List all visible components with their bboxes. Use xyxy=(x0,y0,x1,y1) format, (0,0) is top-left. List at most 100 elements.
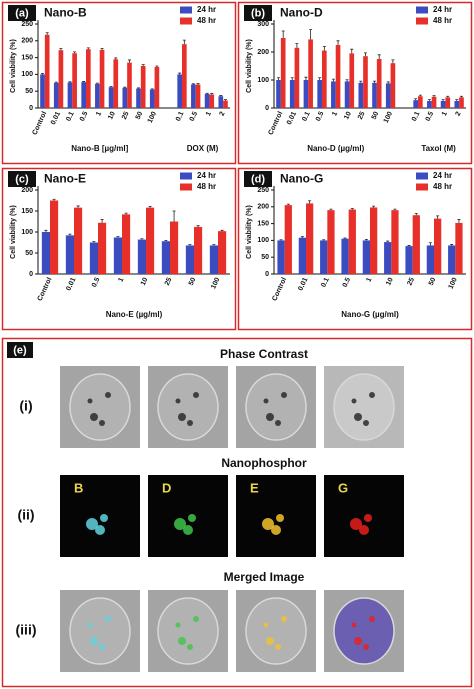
legend-swatch xyxy=(180,17,192,25)
bar xyxy=(280,38,286,108)
error-bar xyxy=(205,92,209,94)
y-tick-label: 0 xyxy=(265,105,269,112)
bar xyxy=(194,226,203,274)
y-tick-label: 0 xyxy=(29,271,33,278)
granule xyxy=(90,413,98,421)
legend-swatch xyxy=(180,172,192,180)
x-tick-label: 0.5 xyxy=(425,111,436,123)
panel-frame xyxy=(237,1,473,165)
error-bar xyxy=(359,80,363,83)
error-bar xyxy=(428,242,432,246)
panel-label: (d) xyxy=(251,173,265,185)
row-label: (ii) xyxy=(17,507,34,523)
x-group-label: Nano-B [µg/ml] xyxy=(71,144,128,153)
error-bar xyxy=(114,57,118,60)
panel-label-box xyxy=(8,171,36,187)
bar xyxy=(218,231,227,274)
cell xyxy=(245,597,307,665)
row-title: Phase Contrast xyxy=(220,347,308,361)
phosphor-spot xyxy=(174,518,186,530)
granule xyxy=(266,413,274,421)
granule xyxy=(266,637,274,645)
error-bar xyxy=(127,59,131,63)
error-bar xyxy=(137,87,141,89)
error-bar xyxy=(286,203,290,206)
bar xyxy=(89,242,98,274)
cell xyxy=(157,597,219,665)
granule xyxy=(369,616,375,622)
bar xyxy=(53,82,59,108)
granule xyxy=(351,398,357,404)
bar xyxy=(412,215,420,274)
error-bar xyxy=(432,95,436,97)
y-tick-label: 200 xyxy=(257,204,269,211)
error-bar xyxy=(196,225,200,227)
bar xyxy=(41,232,50,274)
phosphor-spot xyxy=(271,525,281,535)
x-tick-label: 1 xyxy=(95,111,103,118)
error-bar xyxy=(329,208,333,211)
legend-swatch xyxy=(180,6,192,14)
image-label: B xyxy=(74,480,83,495)
error-bar xyxy=(277,77,281,80)
legend-label: 48 hr xyxy=(197,16,216,25)
granule xyxy=(175,622,181,628)
error-bar xyxy=(290,77,294,80)
error-bar xyxy=(309,29,313,40)
error-bar xyxy=(220,229,224,232)
bar xyxy=(426,245,434,274)
x-tick-label: 1 xyxy=(331,111,339,118)
error-bar xyxy=(459,95,463,98)
y-tick-label: 200 xyxy=(21,38,33,45)
bar xyxy=(390,63,396,108)
x-group-label: Nano-D (µg/ml) xyxy=(307,144,364,153)
bar xyxy=(418,96,423,108)
row-title: Nanophosphor xyxy=(221,456,307,470)
error-bar xyxy=(178,72,182,75)
cell xyxy=(69,597,131,665)
bar xyxy=(154,67,160,108)
cell xyxy=(245,373,307,441)
granule xyxy=(193,616,199,622)
x-tick-label: 100 xyxy=(383,111,394,125)
bar xyxy=(209,94,215,108)
x-tick-label: 0.5 xyxy=(342,277,353,289)
panel-frame xyxy=(1,1,237,165)
bar xyxy=(434,218,442,274)
bar xyxy=(385,83,391,108)
bar xyxy=(223,100,228,108)
error-bar xyxy=(116,236,120,238)
bar xyxy=(448,245,456,274)
panel-label: (c) xyxy=(15,173,29,185)
y-tick-label: 100 xyxy=(21,71,33,78)
x-tick-label: 0.5 xyxy=(189,111,200,123)
error-bar xyxy=(436,215,440,219)
granule xyxy=(275,420,281,426)
bar xyxy=(344,81,350,108)
bar xyxy=(95,83,100,108)
error-bar xyxy=(373,80,377,83)
phosphor-spot xyxy=(188,514,196,522)
bar xyxy=(140,66,146,108)
y-tick-label: 0 xyxy=(265,271,269,278)
x-tick-label: 1 xyxy=(205,111,213,118)
error-bar xyxy=(331,78,335,82)
legend-label: 24 hr xyxy=(197,171,216,180)
bar xyxy=(44,34,50,108)
granule xyxy=(263,398,269,404)
bar xyxy=(276,80,281,108)
bar xyxy=(99,49,105,108)
granule xyxy=(354,413,362,421)
legend-label: 48 hr xyxy=(433,182,452,191)
bar xyxy=(294,47,300,108)
bar xyxy=(306,203,314,274)
bar xyxy=(376,59,382,108)
bar xyxy=(209,245,218,274)
error-bar xyxy=(407,245,411,247)
error-bar xyxy=(182,39,186,45)
error-bar xyxy=(172,210,176,222)
granule xyxy=(369,392,375,398)
granule xyxy=(281,392,287,398)
granule xyxy=(178,637,186,645)
